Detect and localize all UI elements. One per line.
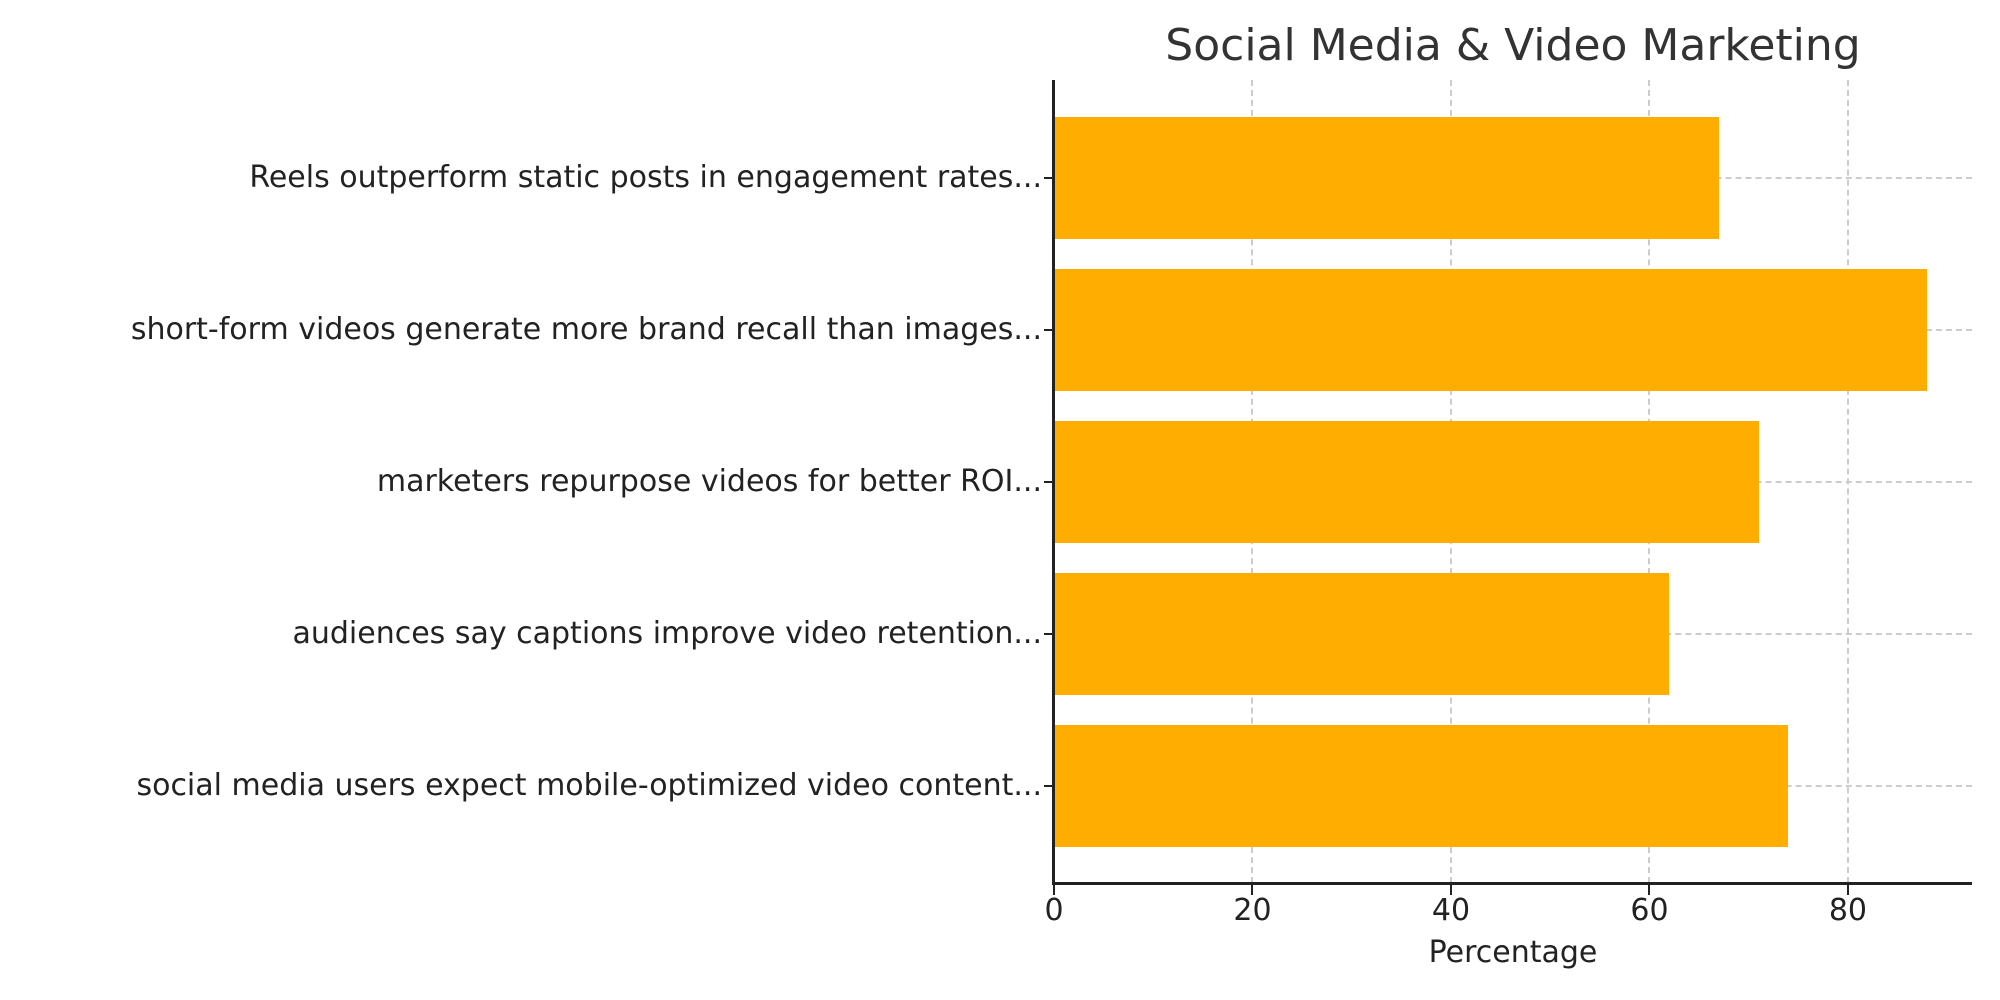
x-axis-tick-label: 20 (1233, 893, 1272, 928)
bar (1054, 269, 1928, 391)
y-axis-label: audiences say captions improve video ret… (292, 616, 1042, 651)
x-axis-tick-label: 40 (1431, 893, 1471, 928)
y-tick (1044, 481, 1054, 483)
y-tick (1044, 329, 1054, 331)
x-axis-tick-label: 80 (1828, 893, 1868, 928)
y-axis-label: marketers repurpose videos for better RO… (376, 464, 1042, 499)
x-tick (1251, 885, 1254, 895)
plot-area (1044, 80, 1972, 895)
y-axis-label: short-form videos generate more brand re… (130, 312, 1042, 347)
x-axis-tick-label: 60 (1630, 893, 1669, 928)
x-axis-title: Percentage (1428, 935, 1598, 970)
bar (1054, 421, 1759, 543)
x-tick (1846, 885, 1849, 895)
y-tick (1044, 177, 1054, 179)
bar (1054, 725, 1789, 847)
x-axis-line (1052, 882, 1972, 885)
x-tick (1648, 885, 1651, 895)
chart-title: Social Media & Video Marketing (1165, 20, 1861, 71)
y-axis-label: Reels outperform static posts in engagem… (249, 160, 1042, 195)
y-axis-label: social media users expect mobile-optimiz… (136, 768, 1042, 803)
y-tick (1044, 633, 1054, 635)
bar (1054, 117, 1719, 239)
bar (1054, 573, 1670, 695)
x-tick (1449, 885, 1452, 895)
y-tick (1044, 785, 1054, 787)
x-axis-tick-label: 0 (1044, 893, 1064, 928)
x-tick (1053, 885, 1055, 895)
